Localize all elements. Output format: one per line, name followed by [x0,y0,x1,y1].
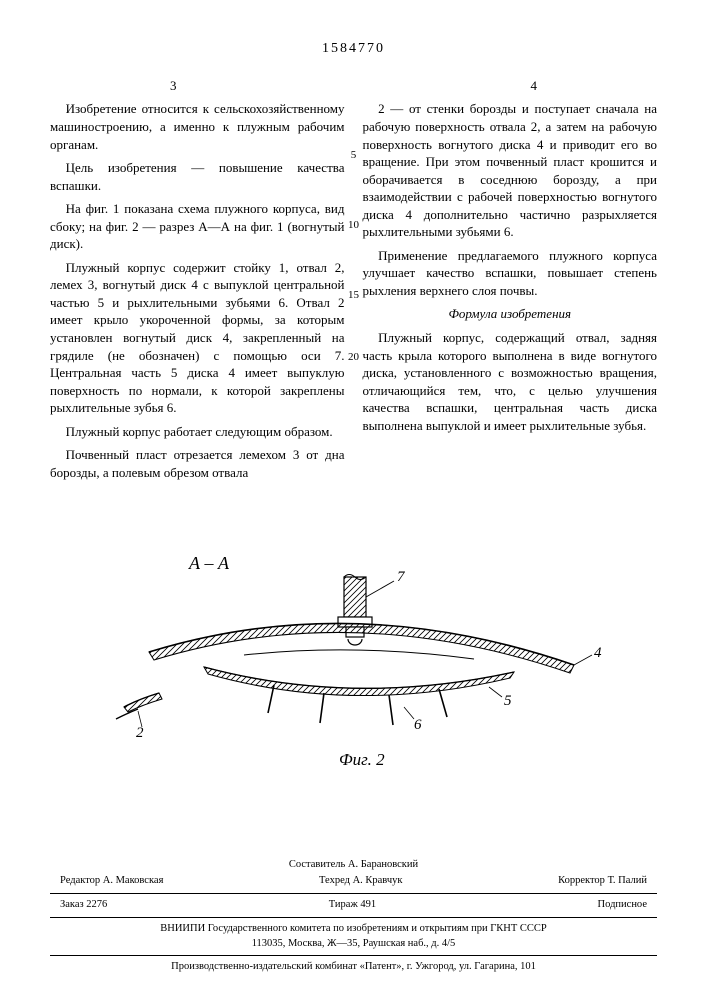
col-num-left: 3 [170,77,177,95]
callout-4: 4 [594,645,602,661]
figure-caption: Фиг. 2 [339,750,385,769]
line-num: 20 [347,350,361,365]
claims-heading: Формула изобретения [363,305,658,323]
compiler-line: Составитель А. Барановский [50,857,657,873]
col-num-right: 4 [531,77,538,95]
patent-number: 1584770 [50,40,657,59]
body-text: Плужный корпус, содержащий отвал, задняя… [363,329,658,434]
text-columns: 5 10 15 20 Изобретение относится к сельс… [50,100,657,487]
body-text: Цель изобретения — повышение качества вс… [50,159,345,194]
right-column: 2 — от стенки борозды и поступает сначал… [363,100,658,487]
line-num: 5 [347,148,361,163]
column-numbers: 3 4 [50,77,657,95]
org-line: ВНИИПИ Государственного комитета по изоб… [50,921,657,937]
body-text: Применение предлагаемого плужного корпус… [363,247,658,300]
credits-row: Редактор А. Маковская Техред А. Кравчук … [50,873,657,889]
body-text: Изобретение относится к сельскохозяйстве… [50,100,345,153]
addr-line: 113035, Москва, Ж—35, Раушская наб., д. … [50,936,657,952]
left-column: Изобретение относится к сельскохозяйстве… [50,100,345,487]
body-text: Почвенный пласт отрезается лемехом 3 от … [50,446,345,481]
order-row: Заказ 2276 Тираж 491 Подписное [50,897,657,913]
figure-svg: А – А 7 [94,547,614,777]
body-text: Плужный корпус содержит стойку 1, отвал … [50,259,345,417]
body-text: 2 — от стенки борозды и поступает сначал… [363,100,658,240]
figure-2: А – А 7 [50,547,657,777]
body-text: Плужный корпус работает следующим образо… [50,423,345,441]
printer-line: Производственно-издательский комбинат «П… [50,959,657,975]
callout-5: 5 [504,693,512,709]
callout-6: 6 [414,717,422,733]
imprint-footer: Составитель А. Барановский Редактор А. М… [50,857,657,975]
body-text: На фиг. 1 показана схема плужного корпус… [50,200,345,253]
line-num: 15 [347,288,361,303]
line-num: 10 [347,218,361,233]
callout-2: 2 [136,725,144,741]
callout-7: 7 [397,569,406,585]
section-label: А – А [188,553,230,573]
